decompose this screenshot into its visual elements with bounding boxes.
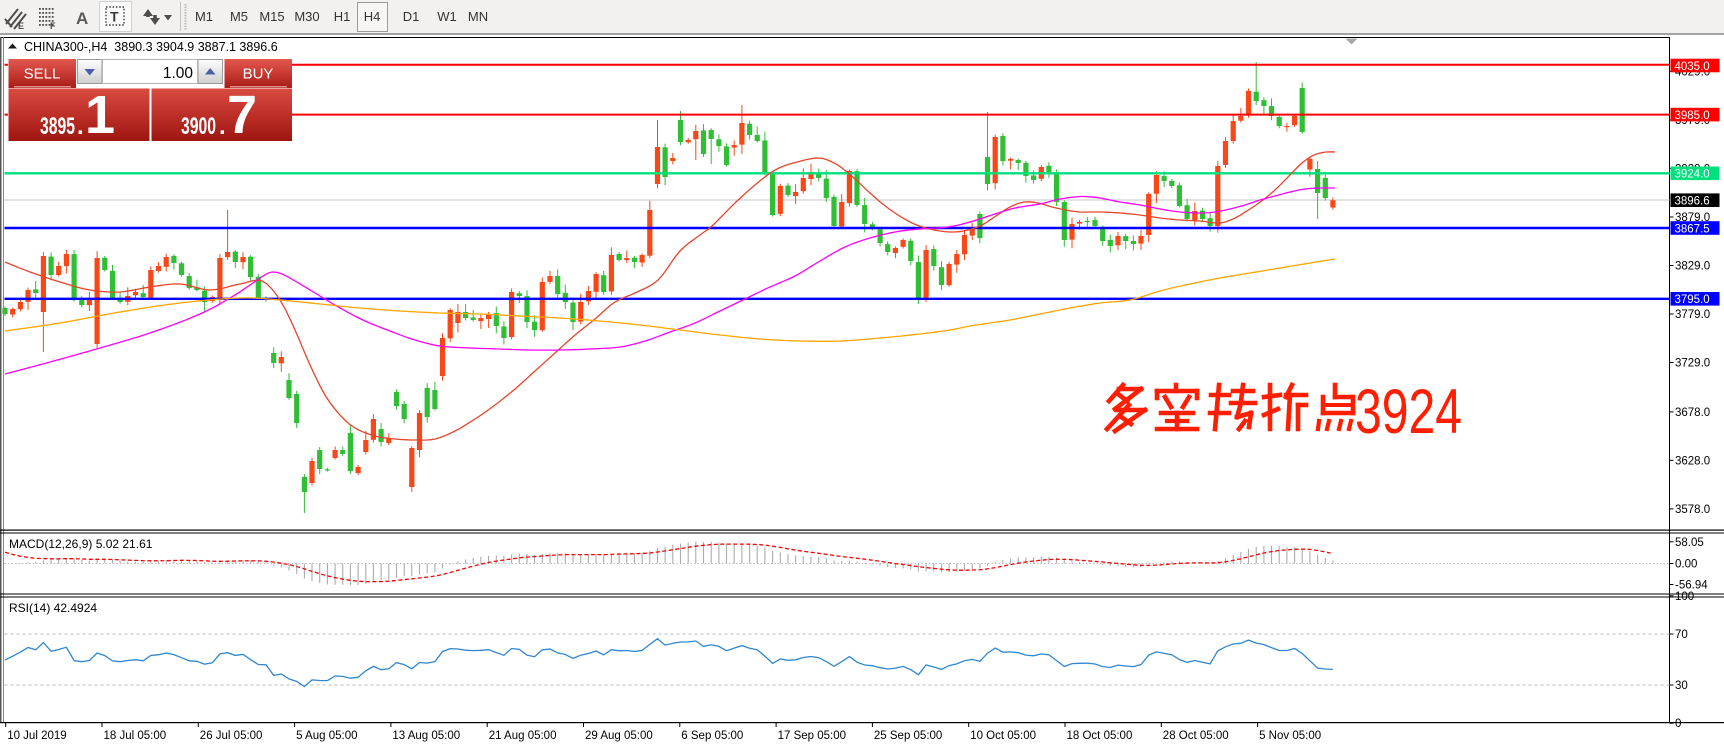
svg-text:BUY: BUY [243, 66, 274, 83]
svg-text:28 Oct 05:00: 28 Oct 05:00 [1163, 730, 1229, 742]
svg-text:MN: MN [468, 9, 488, 24]
svg-text:3678.0: 3678.0 [1675, 407, 1710, 419]
svg-text:58.05: 58.05 [1675, 537, 1704, 549]
svg-text:1: 1 [85, 85, 115, 145]
svg-text:3829.0: 3829.0 [1675, 261, 1710, 273]
svg-text:30: 30 [1675, 680, 1688, 692]
svg-text:.: . [219, 113, 226, 140]
svg-text:100: 100 [1675, 591, 1694, 603]
svg-text:3779.0: 3779.0 [1675, 309, 1710, 321]
svg-text:M1: M1 [195, 9, 213, 24]
svg-text:3578.0: 3578.0 [1675, 504, 1710, 516]
svg-text:M30: M30 [294, 9, 319, 24]
svg-text:MACD(12,26,9) 5.02 21.61: MACD(12,26,9) 5.02 21.61 [9, 537, 153, 551]
svg-text:4035.0: 4035.0 [1675, 61, 1710, 73]
svg-text:26 Jul 05:00: 26 Jul 05:00 [200, 730, 263, 742]
svg-text:29 Aug 05:00: 29 Aug 05:00 [585, 730, 653, 742]
svg-text:3795.0: 3795.0 [1675, 294, 1710, 306]
svg-text:70: 70 [1675, 629, 1688, 641]
svg-text:3879.0: 3879.0 [1675, 212, 1710, 224]
svg-text:M5: M5 [230, 9, 248, 24]
svg-text:D1: D1 [403, 9, 420, 24]
svg-text:F: F [50, 21, 56, 31]
svg-text:3924: 3924 [1355, 377, 1462, 447]
svg-text:0: 0 [1675, 718, 1681, 730]
svg-text:5 Aug 05:00: 5 Aug 05:00 [296, 730, 357, 742]
svg-text:3628.0: 3628.0 [1675, 455, 1710, 467]
svg-text:10 Jul 2019: 10 Jul 2019 [7, 730, 66, 742]
svg-text:CHINA300-,H4 3890.3 3904.9 38: CHINA300-,H4 3890.3 3904.9 3887.1 3896.6 [24, 40, 278, 54]
svg-text:0.00: 0.00 [1675, 559, 1697, 571]
svg-text:3895: 3895 [40, 113, 75, 140]
svg-text:3867.5: 3867.5 [1675, 223, 1710, 235]
svg-text:6 Sep 05:00: 6 Sep 05:00 [681, 730, 743, 742]
svg-text:3729.0: 3729.0 [1675, 358, 1710, 370]
svg-text:10 Oct 05:00: 10 Oct 05:00 [970, 730, 1036, 742]
svg-text:M15: M15 [259, 9, 284, 24]
svg-text:.: . [77, 113, 84, 140]
svg-text:H4: H4 [364, 9, 381, 24]
svg-text:1.00: 1.00 [163, 65, 194, 82]
svg-text:W1: W1 [437, 9, 457, 24]
svg-text:3985.0: 3985.0 [1675, 110, 1710, 122]
svg-text:18 Oct 05:00: 18 Oct 05:00 [1067, 730, 1133, 742]
svg-text:E: E [18, 21, 24, 31]
svg-text:5 Nov 05:00: 5 Nov 05:00 [1259, 730, 1321, 742]
svg-text:18 Jul 05:00: 18 Jul 05:00 [104, 730, 167, 742]
svg-text:T: T [110, 9, 119, 25]
svg-text:RSI(14) 42.4924: RSI(14) 42.4924 [9, 601, 97, 615]
svg-text:H1: H1 [334, 9, 351, 24]
svg-text:-56.94: -56.94 [1675, 580, 1708, 592]
svg-text:25 Sep 05:00: 25 Sep 05:00 [874, 730, 942, 742]
svg-text:3896.6: 3896.6 [1675, 196, 1710, 208]
svg-text:A: A [76, 9, 88, 28]
svg-text:17 Sep 05:00: 17 Sep 05:00 [778, 730, 846, 742]
svg-text:7: 7 [227, 85, 257, 145]
svg-text:21 Aug 05:00: 21 Aug 05:00 [489, 730, 557, 742]
svg-text:13 Aug 05:00: 13 Aug 05:00 [392, 730, 460, 742]
svg-text:3924.0: 3924.0 [1675, 169, 1710, 181]
svg-text:3900: 3900 [181, 113, 216, 140]
svg-text:SELL: SELL [24, 66, 61, 83]
